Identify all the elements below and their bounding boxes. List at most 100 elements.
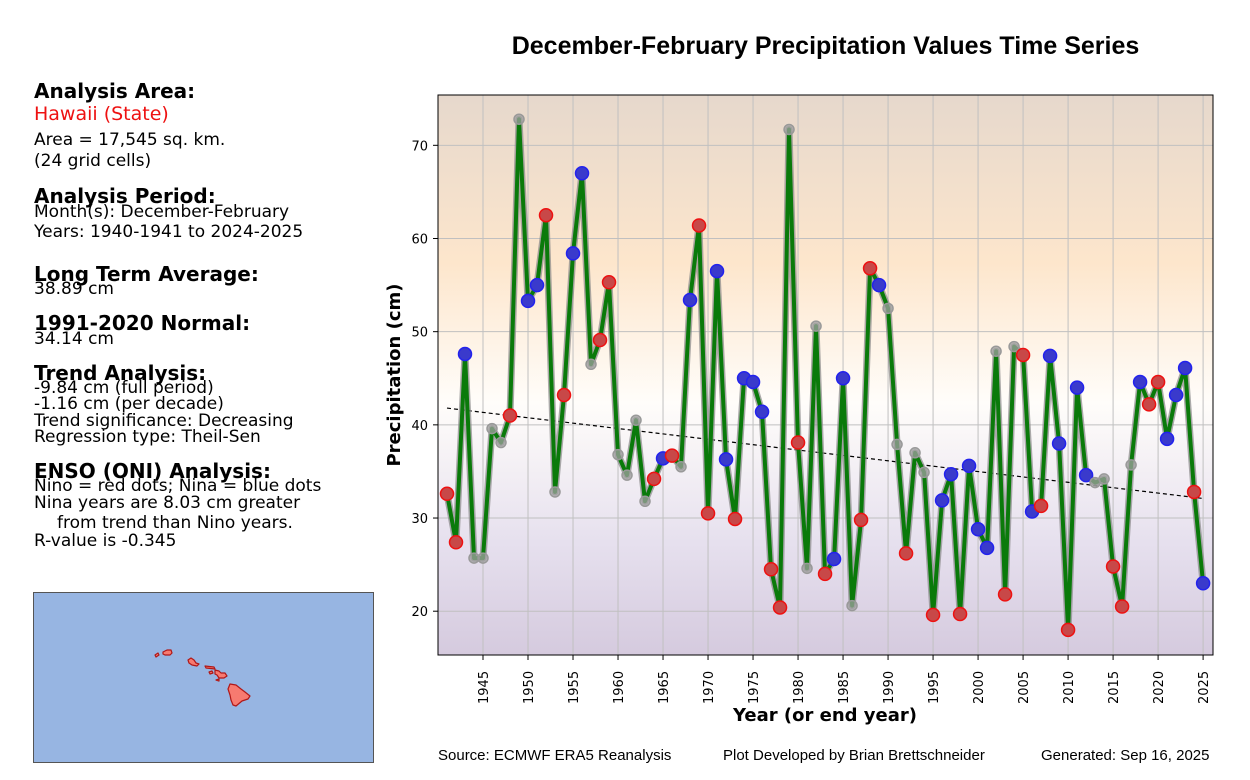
island-maui bbox=[214, 669, 228, 679]
period-months: Month(s): December-February bbox=[34, 202, 290, 222]
data-point-nino bbox=[997, 587, 1013, 602]
y-tick-label: 70 bbox=[411, 139, 428, 154]
lta-value: 38.89 cm bbox=[34, 279, 114, 299]
data-point-nina bbox=[655, 451, 671, 466]
island-kauai bbox=[162, 649, 173, 656]
enso-header: ENSO (ONI) Analysis: bbox=[34, 459, 271, 483]
island-molokai bbox=[204, 665, 216, 670]
data-point-nino bbox=[664, 448, 680, 463]
data-point-nina bbox=[574, 166, 590, 181]
x-tick-label: 1960 bbox=[612, 671, 627, 704]
data-point-neutral bbox=[846, 599, 858, 612]
y-tick-label: 40 bbox=[411, 419, 428, 434]
trend-full: -9.84 cm (full period) bbox=[34, 378, 214, 398]
y-tick-label: 50 bbox=[411, 326, 428, 341]
data-point-nino bbox=[502, 408, 518, 423]
data-point-neutral bbox=[810, 320, 822, 332]
data-point-nina bbox=[961, 458, 977, 474]
regression-type: Regression type: Theil-Sen bbox=[34, 427, 261, 447]
area-header: Analysis Area: bbox=[34, 79, 196, 103]
data-point-nina bbox=[529, 277, 545, 293]
normal-header: 1991-2020 Normal: bbox=[34, 311, 251, 335]
data-point-nina bbox=[1132, 374, 1148, 390]
data-point-nina bbox=[943, 466, 959, 482]
hawaii-islands-map bbox=[154, 649, 251, 707]
data-point-neutral bbox=[675, 461, 687, 473]
data-point-neutral bbox=[1089, 476, 1101, 489]
x-tick-label: 2020 bbox=[1152, 671, 1167, 704]
x-tick-label: 1970 bbox=[702, 671, 717, 704]
data-point-nina bbox=[520, 293, 536, 309]
data-point-nino bbox=[790, 435, 806, 450]
data-point-nino bbox=[538, 207, 554, 223]
points-group bbox=[439, 113, 1211, 638]
x-tick-label: 1950 bbox=[522, 671, 537, 704]
data-point-nino bbox=[853, 512, 869, 528]
island-niihau bbox=[154, 652, 160, 658]
locator-map bbox=[33, 592, 374, 763]
data-point-neutral bbox=[486, 422, 498, 435]
data-point-neutral bbox=[513, 113, 525, 125]
x-axis: 1945 1950 1955 1960 1965 1970 1975 1980 1985 1990… bbox=[477, 655, 1212, 704]
data-point-nino bbox=[700, 506, 716, 521]
series-group bbox=[443, 115, 1207, 634]
data-point-nina bbox=[1069, 380, 1085, 395]
data-point-nino bbox=[601, 275, 617, 290]
series-line-shadow bbox=[443, 115, 1207, 634]
normal-value: 34.14 cm bbox=[34, 329, 114, 349]
data-point-nino bbox=[1015, 347, 1031, 363]
area-name: Hawaii (State) bbox=[34, 103, 169, 125]
data-point-nina bbox=[1159, 431, 1175, 447]
trend-line-group bbox=[446, 407, 1204, 500]
data-point-nina bbox=[1177, 360, 1193, 376]
data-point-nino bbox=[1186, 484, 1202, 500]
data-point-neutral bbox=[639, 495, 651, 508]
data-point-nina bbox=[754, 404, 770, 420]
data-point-nina bbox=[709, 263, 725, 279]
data-point-neutral bbox=[801, 562, 813, 575]
island-kahoolawe bbox=[215, 678, 220, 682]
data-point-nino bbox=[898, 546, 914, 561]
data-point-nino bbox=[1060, 622, 1076, 638]
x-tick-label: 2000 bbox=[972, 671, 987, 704]
x-tick-label: 1995 bbox=[927, 671, 942, 704]
footer-generated: Generated: Sep 16, 2025 bbox=[1041, 747, 1210, 764]
y-axis: 20 30 40 50 60 70 bbox=[411, 139, 438, 620]
data-point-nina bbox=[718, 452, 734, 467]
data-point-nino bbox=[862, 261, 878, 276]
data-point-nina bbox=[736, 371, 752, 386]
data-point-nino bbox=[556, 387, 572, 403]
data-point-nino bbox=[727, 511, 743, 527]
y-tick-label: 20 bbox=[411, 605, 428, 620]
period-header: Analysis Period: bbox=[34, 184, 216, 208]
x-tick-label: 2005 bbox=[1017, 671, 1032, 704]
data-point-nino bbox=[1033, 498, 1049, 514]
r-value: R-value is -0.345 bbox=[34, 531, 177, 551]
data-point-neutral bbox=[1008, 340, 1020, 353]
x-tick-label: 1980 bbox=[792, 671, 807, 704]
data-point-nino bbox=[439, 486, 455, 502]
data-point-nino bbox=[817, 566, 833, 582]
data-point-neutral bbox=[621, 469, 633, 481]
data-point-neutral bbox=[585, 358, 597, 371]
data-point-neutral bbox=[891, 438, 903, 451]
x-tick-label: 2010 bbox=[1062, 671, 1077, 704]
data-point-nina bbox=[682, 292, 698, 308]
data-point-neutral bbox=[468, 552, 480, 564]
data-point-nina bbox=[1078, 467, 1094, 483]
trend-decade: -1.16 cm (per decade) bbox=[34, 394, 224, 414]
data-point-neutral bbox=[1098, 473, 1110, 485]
data-point-nino bbox=[952, 606, 968, 622]
data-point-nina bbox=[835, 371, 851, 386]
data-point-neutral bbox=[918, 466, 930, 479]
x-tick-label: 1990 bbox=[882, 671, 897, 704]
y-tick-label: 60 bbox=[411, 232, 428, 247]
data-point-nino bbox=[1141, 397, 1157, 412]
data-point-nina bbox=[1042, 348, 1058, 364]
data-point-neutral bbox=[630, 414, 642, 426]
trend-significance: Trend significance: Decreasing bbox=[34, 411, 294, 431]
data-point-nina bbox=[1195, 576, 1211, 591]
x-axis-label: Year (or end year) bbox=[732, 705, 917, 726]
data-point-nino bbox=[592, 332, 608, 348]
island-oahu bbox=[187, 657, 200, 667]
